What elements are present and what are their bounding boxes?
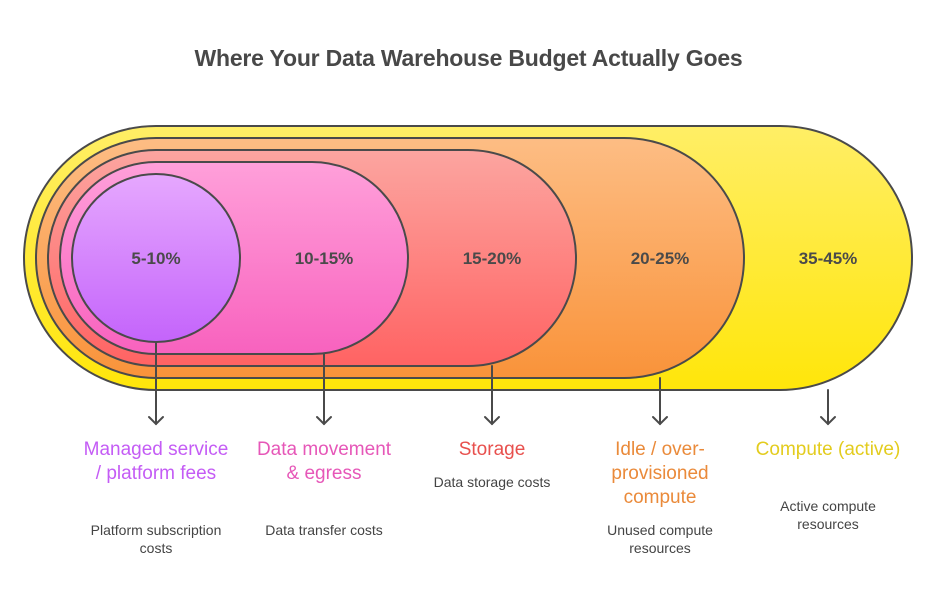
desc-managed-service: Platform subscription costs: [90, 522, 222, 556]
label-storage: Storage: [458, 439, 526, 460]
arrow-compute-active-icon: [820, 389, 836, 426]
desc-data-movement: Data transfer costs: [265, 522, 383, 538]
arrow-data-movement-icon: [316, 353, 332, 426]
label-managed-service: Managed service / platform fees: [83, 439, 229, 484]
percent-idle-compute: 20-25%: [631, 249, 690, 268]
desc-compute-active: Active compute resources: [780, 498, 876, 532]
label-compute-active: Compute (active): [755, 439, 901, 460]
desc-idle-compute: Unused compute resources: [607, 522, 713, 556]
label-data-movement: Data movement & egress: [256, 439, 392, 484]
label-idle-compute: Idle / over-provisioned compute: [611, 439, 709, 508]
arrow-idle-compute-icon: [652, 377, 668, 426]
percent-compute-active: 35-45%: [799, 249, 858, 268]
percent-managed-service: 5-10%: [131, 249, 180, 268]
arrow-storage-icon: [484, 365, 500, 426]
diagram-title: Where Your Data Warehouse Budget Actuall…: [194, 45, 743, 71]
arrow-managed-service-icon: [148, 341, 164, 426]
percent-data-movement: 10-15%: [295, 249, 354, 268]
percent-storage: 15-20%: [463, 249, 522, 268]
desc-storage: Data storage costs: [433, 474, 551, 490]
